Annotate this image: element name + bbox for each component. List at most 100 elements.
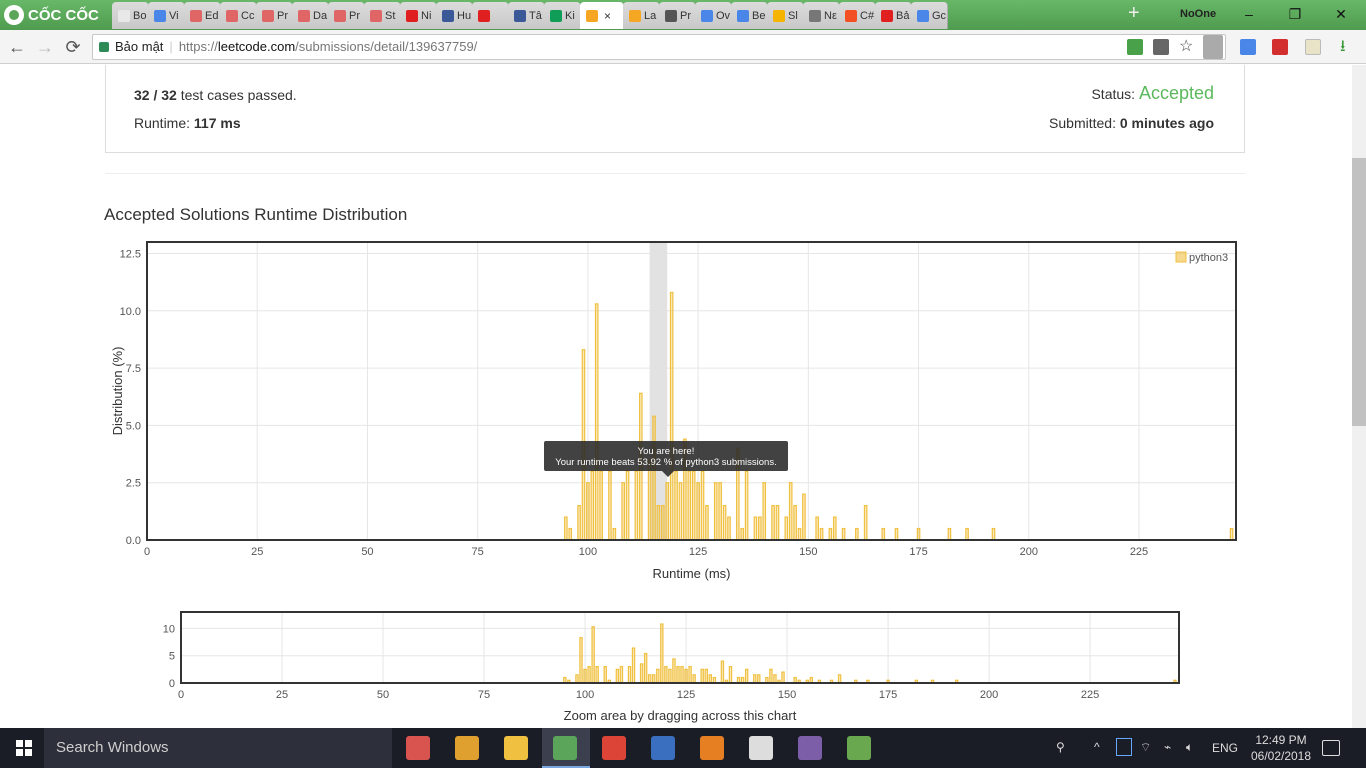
distribution-bar — [586, 482, 590, 541]
distribution-bar — [656, 505, 661, 541]
distribution-bar — [612, 527, 617, 541]
forward-button[interactable]: → — [36, 37, 54, 57]
distribution-bar — [652, 415, 656, 541]
browser-tab[interactable]: Bo — [112, 2, 149, 29]
chrome-icon[interactable] — [602, 736, 626, 760]
tab-favicon-icon — [262, 9, 274, 22]
back-button[interactable]: ← — [8, 37, 26, 57]
cart-icon[interactable] — [1127, 39, 1143, 55]
volume-icon[interactable]: 🔈︎ — [1186, 740, 1194, 754]
distribution-bar — [947, 527, 952, 541]
x-tick-label: 50 — [361, 546, 373, 558]
network-icon[interactable]: ⌁ — [1164, 740, 1172, 754]
address-bar[interactable]: Bảo mật | https://leetcode.com/submissions… — [92, 34, 1226, 60]
chevron-up-icon[interactable]: ^ — [1094, 740, 1100, 754]
browser-tab[interactable] — [472, 2, 509, 29]
distribution-bar — [669, 291, 674, 541]
y-tick-label: 0 — [169, 678, 175, 690]
browser-tab[interactable]: Vi — [148, 2, 185, 29]
browser-tab[interactable]: Gc — [911, 2, 948, 29]
distribution-bar — [758, 516, 762, 541]
distribution-bar — [722, 505, 727, 541]
distribution-bar — [771, 505, 775, 541]
browser-tab[interactable]: Tâ — [508, 2, 545, 29]
distribution-bar — [881, 527, 886, 541]
taskbar-search[interactable]: Search Windows — [44, 728, 392, 768]
star-icon[interactable]: ☆ — [1179, 38, 1194, 55]
zoom-navigator-chart[interactable]: 0 25 50 75 100 125 150 175 200 225 0 5 10 Zoom area b… — [160, 610, 1184, 728]
browser-tab[interactable]: St — [364, 2, 401, 29]
x-tick-label: 25 — [251, 546, 263, 558]
tab-label: Ni — [421, 9, 432, 22]
coccoc-browser-icon[interactable] — [553, 736, 577, 760]
browser-tab[interactable]: × — [580, 2, 624, 29]
browser-tab[interactable]: Bả — [875, 2, 912, 29]
people-icon[interactable]: ⚲ — [1056, 740, 1065, 754]
scrollbar-thumb[interactable] — [1352, 158, 1366, 426]
google-translate-icon[interactable] — [1240, 39, 1256, 55]
tab-label: Cc — [241, 9, 255, 22]
visual-studio-icon[interactable] — [798, 736, 822, 760]
browser-tab[interactable]: Ed — [184, 2, 221, 29]
browser-logo[interactable]: CỐC CỐC — [4, 4, 99, 26]
browser-tab[interactable]: Ni — [400, 2, 437, 29]
y-tick-label: 7.5 — [126, 363, 141, 375]
language-indicator[interactable]: ENG — [1212, 741, 1239, 755]
runtime-distribution-chart[interactable]: 0 25 50 75 100 125 150 175 200 225 0.0 2.5 5.0 7.5 10.… — [104, 241, 1240, 589]
browser-tab[interactable]: Ki — [544, 2, 581, 29]
notification-icon[interactable] — [1322, 740, 1340, 756]
paint-icon[interactable] — [406, 736, 430, 760]
coccoc-logo-icon — [4, 5, 24, 25]
distribution-bar — [991, 527, 996, 541]
browser-tab[interactable]: Nε — [803, 2, 840, 29]
x-tick-label: 0 — [178, 689, 184, 701]
spreadsheet-icon[interactable] — [847, 736, 871, 760]
wifi-icon[interactable]: ⌔ — [1140, 740, 1152, 754]
browser-tab-strip: CỐC CỐC Bo Vi Ed Cc Pr Da Pr St Ni Hu Tâ Ki × La Pr Ov B… — [0, 0, 1366, 30]
tab-favicon-icon — [586, 9, 598, 22]
profile-name[interactable]: NoOne — [1180, 8, 1217, 20]
status-badge[interactable]: Accepted — [1138, 83, 1214, 103]
browser-tab[interactable]: Cc — [220, 2, 257, 29]
devcpp-icon[interactable] — [651, 736, 675, 760]
tooltip-text: Your runtime beats 53.92 % of python3 su… — [555, 457, 776, 468]
tab-close-icon[interactable]: × — [604, 8, 612, 23]
reload-button[interactable]: ⟳ — [65, 37, 81, 57]
tab-favicon-icon — [737, 9, 749, 22]
submitted-label: Submitted: — [1049, 115, 1120, 131]
palette-icon[interactable] — [455, 736, 479, 760]
extension-icon[interactable] — [1272, 39, 1288, 55]
browser-tab[interactable]: La — [623, 2, 660, 29]
calculator-icon[interactable] — [749, 736, 773, 760]
input-method-icon[interactable] — [1116, 738, 1132, 756]
office-icon[interactable] — [700, 736, 724, 760]
clock[interactable]: 12:49 PM 06/02/2018 — [1246, 732, 1316, 764]
tab-label: Da — [313, 9, 328, 22]
tab-favicon-icon — [370, 9, 382, 22]
browser-tab[interactable]: Pr — [328, 2, 365, 29]
translate-icon[interactable] — [1153, 39, 1169, 55]
browser-tab[interactable]: Be — [731, 2, 768, 29]
notes-icon[interactable] — [1305, 39, 1321, 55]
x-tick-label: 125 — [677, 689, 695, 701]
distribution-bar — [631, 647, 636, 684]
tab-list: Bo Vi Ed Cc Pr Da Pr St Ni Hu Tâ Ki × La Pr Ov Be Sl Nε C# B… — [112, 2, 948, 30]
distribution-bar — [665, 482, 670, 541]
browser-tab[interactable]: Ov — [695, 2, 732, 29]
browser-tab[interactable]: Pr — [659, 2, 696, 29]
new-tab-button[interactable]: + — [1128, 2, 1140, 24]
distribution-bar — [773, 674, 777, 684]
browser-tab[interactable]: Pr — [256, 2, 293, 29]
close-window-button[interactable]: ✕ — [1335, 6, 1347, 22]
browser-tab[interactable]: Da — [292, 2, 329, 29]
windows-start-icon[interactable] — [16, 740, 32, 756]
download-arrow-icon[interactable]: ⭳ — [1340, 38, 1346, 55]
download-icon[interactable] — [1203, 35, 1223, 59]
browser-tab[interactable]: C# — [839, 2, 876, 29]
browser-tab[interactable]: Sl — [767, 2, 804, 29]
restore-button[interactable]: ❐ — [1288, 6, 1302, 22]
distribution-bar — [837, 674, 842, 684]
browser-tab[interactable]: Hu — [436, 2, 473, 29]
file-explorer-icon[interactable] — [504, 736, 528, 760]
minimize-button[interactable]: – — [1245, 6, 1253, 22]
